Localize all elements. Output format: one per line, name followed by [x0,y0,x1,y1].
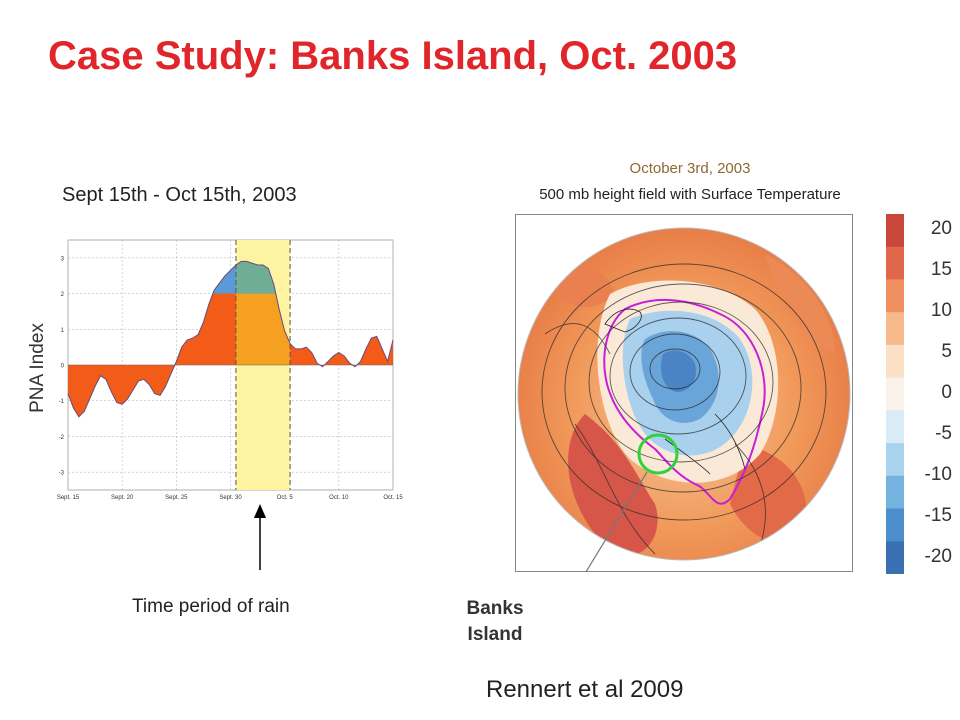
chart-tick-labels: 3 2 1 0 -1 -2 -3 Sept. 15 Sept. 20 Sept. 25 Sept. … [57,256,404,501]
colorbar-tick-label: -5 [935,423,952,444]
x-tick-label: Oct. 5 [277,495,294,501]
y-tick-label: -1 [59,399,65,405]
colorbar-tick-label: -15 [924,505,952,526]
colorbar-tick-label: -20 [924,546,952,567]
colorbar-tick-label: 0 [941,382,952,403]
pna-index-chart: 3 2 1 0 -1 -2 -3 Sept. 15 Sept. 20 Sept. 25 Sept. … [57,239,404,501]
map-subtitle: 500 mb height field with Surface Tempera… [539,186,841,203]
colorbar-segment [886,344,904,379]
banks-island-pointer [585,471,648,572]
colorbar-segment [886,443,904,477]
y-tick-label: 1 [61,328,65,334]
x-tick-label: Sept. 15 [57,495,80,501]
rain-period-label: Time period of rain [132,596,290,617]
colorbar-tick-label: 10 [930,300,952,321]
x-tick-label: Sept. 20 [111,495,134,501]
map-date: October 3rd, 2003 [629,160,751,177]
colorbar-tick-label: 15 [930,259,952,280]
pna-line [67,260,394,418]
colorbar-segment [886,246,904,280]
colorbar-tick-labels: 20 15 10 5 0 -5 -10 -15 -20 [905,214,960,574]
colorbar-segment [886,541,904,574]
pna-area-main [68,261,393,417]
banks-island-label: Banks Island [466,598,524,645]
colorbar-tick-label: 20 [930,218,952,239]
colorbar-segment [886,312,904,346]
colorbar-segment [886,475,904,510]
y-tick-label: -3 [59,471,65,477]
colorbar-segment [886,377,904,411]
chart-axes [68,240,393,490]
x-tick-label: Sept. 30 [219,495,242,501]
banks-island-marker [637,433,679,475]
polar-temperature-map [515,214,853,572]
x-tick-label: Oct. 15 [383,495,403,501]
colorbar-tick-label: -10 [924,464,952,485]
citation: Rennert et al 2009 [486,676,684,703]
chart-title: Sept 15th - Oct 15th, 2003 [62,184,297,206]
y-tick-label: 3 [61,256,65,262]
x-tick-label: Sept. 25 [165,495,188,501]
y-tick-label: -2 [59,435,65,441]
rain-period-arrow-icon [254,504,266,570]
y-tick-label: 2 [61,292,65,298]
slide-title: Case Study: Banks Island, Oct. 2003 [48,34,738,78]
x-tick-label: Oct. 10 [329,495,349,501]
colorbar-tick-label: 5 [941,341,952,362]
colorbar-segment [886,410,904,444]
colorbar-segment [886,279,904,313]
colorbar-segment [886,214,904,248]
y-tick-label: 0 [61,364,65,370]
colorbar-segment [886,508,904,542]
temperature-colorbar [886,214,904,574]
